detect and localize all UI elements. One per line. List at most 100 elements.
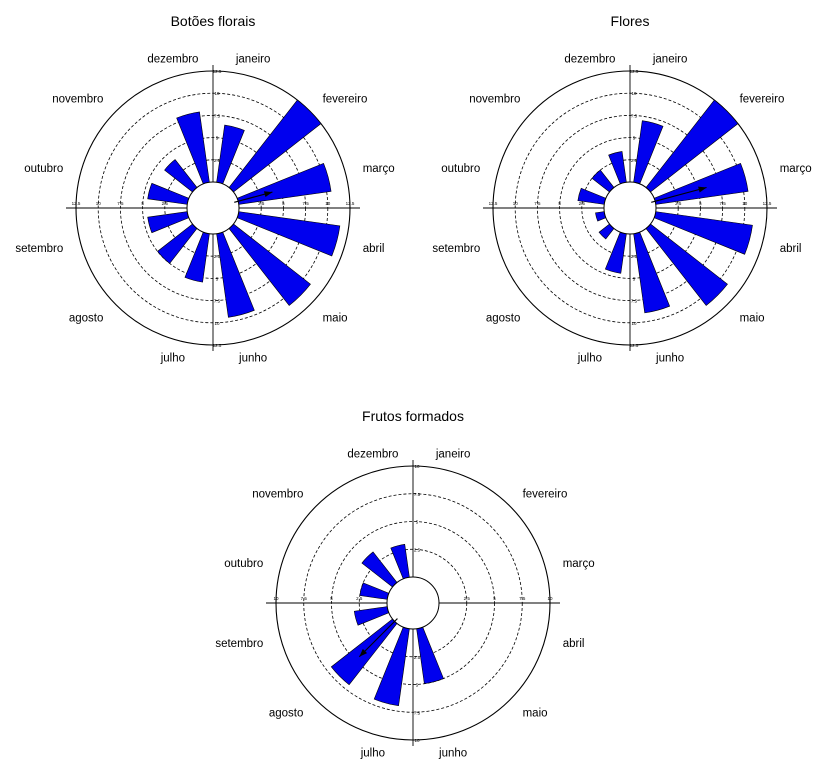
ring-tick-label: 7.5 — [414, 710, 421, 715]
ring-tick-label: 10 — [414, 464, 420, 469]
ring-tick-label: 12.5 — [630, 343, 639, 348]
ring-tick-label: 5 — [558, 201, 561, 206]
ring-tick-label: 10 — [214, 91, 220, 96]
month-label-junho: junho — [655, 353, 684, 365]
bar-julho — [184, 231, 210, 283]
ring-tick-label: 10 — [631, 91, 637, 96]
month-label-fevereiro: fevereiro — [523, 488, 568, 500]
ring-tick-label: 12.5 — [213, 69, 222, 74]
bar-fevereiro — [228, 99, 322, 193]
month-label-junho: junho — [238, 353, 267, 365]
month-label-novembro: novembro — [252, 488, 303, 500]
center-hole — [603, 181, 657, 235]
chart-title: Botões florais — [171, 13, 256, 29]
month-label-abril: abril — [780, 243, 802, 255]
ring-tick-label: 5 — [699, 201, 702, 206]
rose-chart-frutos-formados: Frutos formados 2.5 2.5 2.5 2.5 5 5 5 5 7.5 7.5 7.… — [215, 408, 594, 760]
ring-tick-label: 12.5 — [346, 201, 355, 206]
ring-tick-label: 2.5 — [162, 201, 169, 206]
month-label-agosto: agosto — [269, 708, 304, 720]
bar-agosto — [157, 223, 198, 264]
month-label-julho: julho — [360, 748, 385, 760]
ring-tick-label: 5 — [141, 201, 144, 206]
ring-tick-label: 5 — [633, 136, 636, 141]
bar-setembro — [147, 211, 190, 234]
month-label-dezembro: dezembro — [147, 53, 198, 65]
ring-tick-label: 10 — [214, 321, 220, 326]
month-label-janeiro: janeiro — [235, 53, 271, 65]
ring-tick-label: 2.5 — [258, 201, 265, 206]
month-label-setembro: setembro — [15, 243, 63, 255]
bar-dezembro — [176, 111, 210, 185]
rose-chart-flores: Flores 2.5 2.5 2.5 2.5 5 5 5 5 7.5 7.5 7.5 7.5 10 10 1… — [432, 13, 811, 365]
month-label-marco: março — [363, 163, 395, 175]
month-label-julho: julho — [160, 353, 185, 365]
bar-abril — [236, 211, 341, 257]
ring-tick-label: 5 — [282, 201, 285, 206]
month-label-setembro: setembro — [432, 243, 480, 255]
ring-tick-label: 5 — [216, 136, 219, 141]
month-label-julho: julho — [577, 353, 602, 365]
month-label-setembro: setembro — [215, 638, 263, 650]
rose-chart-botoes-florais: Botões florais 2.5 2.5 2.5 2.5 5 5 5 5 7.5 7.5 7.5… — [15, 13, 394, 365]
month-label-outubro: outubro — [441, 163, 480, 175]
ring-tick-label: 7.5 — [117, 201, 124, 206]
bar-junho — [633, 231, 671, 314]
month-label-janeiro: janeiro — [435, 448, 471, 460]
bar-setembro — [595, 211, 607, 222]
bar-novembro — [164, 159, 198, 193]
month-label-outubro: outubro — [24, 163, 63, 175]
month-label-dezembro: dezembro — [347, 448, 398, 460]
bar-julho — [604, 231, 627, 274]
bar-outubro — [359, 582, 390, 600]
ring-tick-label: 7.5 — [719, 201, 726, 206]
bar-novembro — [591, 169, 615, 193]
ring-tick-label: 10 — [742, 201, 748, 206]
ring-tick-label: 5 — [633, 276, 636, 281]
ring-tick-label: 10 — [96, 201, 102, 206]
ring-tick-label: 7.5 — [519, 596, 526, 601]
bar-setembro — [353, 606, 390, 626]
bar-novembro — [361, 551, 398, 588]
mean-vector-line — [651, 186, 707, 203]
bar-junho — [416, 626, 444, 685]
ring-tick-label: 7.5 — [214, 113, 221, 118]
chart-title: Frutos formados — [362, 408, 464, 424]
ring-tick-label: 7.5 — [301, 596, 308, 601]
ring-tick-label: 5 — [216, 276, 219, 281]
bar-julho — [373, 626, 410, 707]
mean-vector-arrowhead — [698, 186, 707, 193]
month-label-marco: março — [780, 163, 812, 175]
month-label-dezembro: dezembro — [564, 53, 615, 65]
month-label-outubro: outubro — [224, 558, 263, 570]
ring-tick-label: 7.5 — [631, 113, 638, 118]
month-label-fevereiro: fevereiro — [740, 93, 785, 105]
ring-tick-label: 10 — [414, 738, 420, 743]
mean-vector-arrowhead — [263, 191, 273, 198]
month-label-maio: maio — [740, 313, 765, 325]
month-label-agosto: agosto — [486, 313, 521, 325]
ring-tick-label: 7.5 — [534, 201, 541, 206]
bar-fevereiro — [645, 99, 739, 193]
month-label-novembro: novembro — [52, 93, 103, 105]
ring-tick-label: 2.5 — [579, 201, 586, 206]
bar-maio — [645, 223, 728, 306]
month-label-janeiro: janeiro — [652, 53, 688, 65]
ring-tick-label: 5 — [330, 596, 333, 601]
month-label-agosto: agosto — [69, 313, 104, 325]
bar-dezembro — [390, 543, 410, 580]
ring-tick-label: 2.5 — [414, 655, 421, 660]
ring-tick-label: 2.5 — [631, 254, 638, 259]
ring-tick-label: 5 — [493, 596, 496, 601]
mean-vector-arrowhead — [359, 648, 368, 657]
ring-tick-label: 7.5 — [214, 299, 221, 304]
center-hole — [386, 576, 440, 630]
bar-outubro — [577, 187, 607, 205]
ring-tick-label: 10 — [547, 596, 553, 601]
month-label-marco: março — [563, 558, 595, 570]
bar-marco — [236, 162, 332, 205]
ring-tick-label: 2.5 — [631, 158, 638, 163]
ring-tick-label: 2.5 — [464, 596, 471, 601]
month-label-junho: junho — [438, 748, 467, 760]
ring-tick-label: 2.5 — [414, 547, 421, 552]
